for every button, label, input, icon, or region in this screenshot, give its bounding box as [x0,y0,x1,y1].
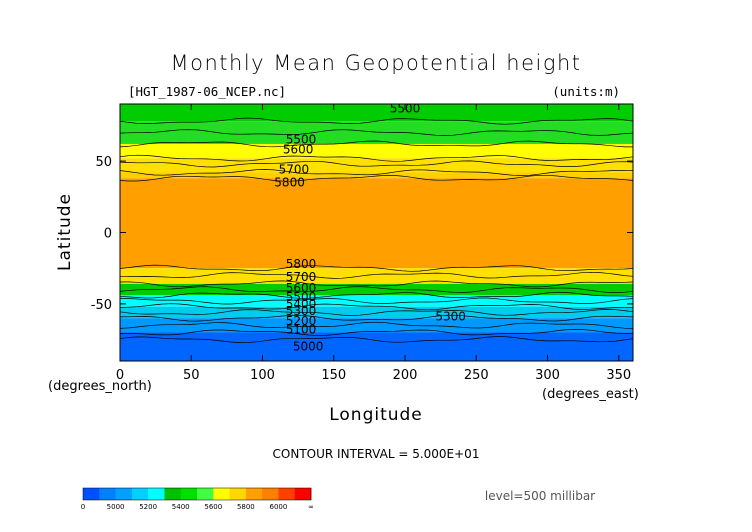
contour-line-15 [120,297,634,305]
heatmap-bands [120,104,633,361]
contour-label-11: 5200 [286,314,317,328]
colorbar-label-2: 5200 [139,503,157,511]
colorbar-swatch-12 [278,488,296,500]
units-label: (units:m) [552,84,620,99]
x-tick-label-5: 250 [464,368,489,383]
contour-line-3 [119,169,634,176]
colorbar-label-6: 6000 [270,503,288,511]
contour-line-18 [119,336,634,343]
contour-line-13 [119,271,634,279]
colorbar-swatch-4 [148,488,165,500]
contour-label-13: 5300 [435,310,466,324]
x-unit-label: (degrees_east) [542,387,639,402]
contour-line-10 [120,329,633,336]
chart-title: Monthly Mean Geopotential height [171,51,582,75]
colorbar-swatch-8 [213,488,230,500]
colorbar-swatch-0 [83,488,100,500]
contour-lines [119,117,634,343]
contour-label-10: 5300 [286,304,317,318]
contour-label-8: 5500 [286,290,317,304]
colorbar-label-1: 5000 [107,503,125,511]
contour-line-14 [119,286,634,293]
y-tick-label-0: 50 [95,155,112,170]
contour-line-12 [119,160,634,168]
y-tick-label-1: 0 [104,227,112,242]
heatmap-band-9 [120,306,633,319]
x-tick-label-1: 50 [183,368,200,383]
colorbar-label-0: 0 [81,503,85,511]
contour-label-7: 5600 [286,281,317,295]
x-tick-label-0: 0 [116,368,124,383]
contour-labels: 5500550056005700580058005700560055005400… [274,101,466,353]
contour-label-2: 5600 [283,143,314,157]
heatmap-band-0 [120,104,633,122]
contour-line-11 [119,129,634,136]
y-tick-label-2: -50 [91,298,112,313]
contour-label-14: 5000 [293,340,324,354]
heatmap-band-11 [120,332,633,361]
contour-label-3: 5700 [279,163,310,177]
contour-line-5 [119,264,634,272]
x-tick-label-4: 200 [393,368,418,383]
colorbar-frame [82,487,312,501]
heatmap-band-6 [120,268,633,284]
colorbar-swatch-13 [294,488,312,500]
heatmap-band-4 [120,172,633,179]
colorbar-label-7: ∞ [308,503,314,511]
colorbar-label-5: 5800 [237,503,255,511]
contour-line-9 [119,314,634,322]
colorbar-swatch-6 [180,488,198,500]
contour-label-12: 5100 [286,323,317,337]
y-axis-ticks: 50 0 -50 [91,155,633,313]
y-unit-label: (degrees_north) [48,379,152,394]
x-tick-label-6: 300 [535,368,560,383]
contour-line-2 [119,154,634,162]
contour-line-0 [119,117,634,125]
heatmap-band-8 [120,295,633,307]
colorbar-swatch-1 [99,488,116,500]
colorbar: 0 5000 5200 5400 5600 5800 6000 ∞ [81,487,314,511]
heatmap-band-7 [120,283,633,296]
heatmap-band-3 [120,158,633,173]
heatmap-band-5 [120,178,633,269]
colorbar-label-4: 5600 [204,503,222,511]
colorbar-swatch-10 [245,488,263,500]
contour-line-6 [119,280,634,288]
heatmap-band-10 [120,318,633,333]
colorbar-swatch-11 [262,488,279,500]
colorbar-swatch-7 [197,488,214,500]
x-tick-label-2: 100 [250,368,275,383]
contour-label-4: 5800 [274,176,305,190]
contour-label-1: 5500 [286,133,317,147]
contour-line-16 [119,309,634,316]
contour-line-8 [119,303,633,311]
contour-line-17 [119,321,634,329]
contour-line-4 [119,174,634,182]
colorbar-swatch-5 [164,488,182,500]
contour-line-7 [119,291,634,299]
heatmap-band-1 [120,121,633,144]
level-label: level=500 millibar [485,489,595,503]
x-tick-label-3: 150 [321,368,346,383]
y-axis-label: Latitude [55,193,75,271]
x-axis-label: Longitude [329,405,423,425]
colorbar-swatch-9 [229,488,247,500]
contour-line-1 [119,140,633,148]
x-tick-label-7: 350 [606,368,631,383]
heatmap-band-2 [120,143,633,159]
contour-label-5: 5800 [286,257,317,271]
x-axis-ticks: 0 50 100 150 200 250 300 350 [116,104,631,383]
contour-interval-label: CONTOUR INTERVAL = 5.000E+01 [273,447,480,461]
colorbar-swatch-3 [131,488,149,500]
colorbar-label-3: 5400 [172,503,190,511]
colorbar-swatch-2 [115,488,133,500]
contour-label-6: 5700 [286,270,317,284]
file-label: [HGT_1987-06_NCEP.nc] [128,84,286,99]
contour-label-9: 5400 [286,297,317,311]
